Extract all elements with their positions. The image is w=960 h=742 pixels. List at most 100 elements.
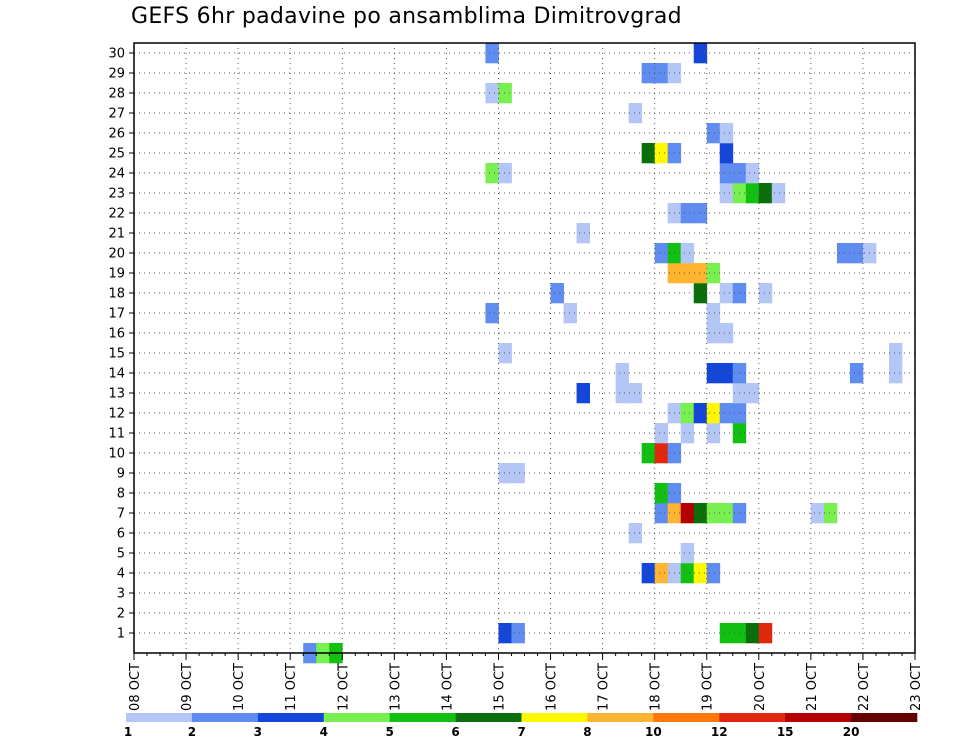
heatmap-cell-m13-t37 — [615, 383, 630, 404]
legend: 1 2 3 4 5 6 7 8 10 12 15 20 — [124, 713, 918, 739]
heatmap-cell-m25-t39 — [641, 143, 656, 164]
legend-swatch — [455, 713, 522, 722]
heatmap-cell-m23-t48 — [758, 183, 773, 204]
heatmap-cell-m13-t47 — [745, 383, 760, 404]
legend-label: 6 — [451, 725, 459, 739]
y-tick-label: 28 — [108, 87, 125, 102]
x-tick-label: 09 OCT — [180, 663, 195, 711]
y-tick-label: 2 — [117, 607, 125, 622]
heatmap-cell-m19-t42 — [680, 263, 695, 284]
heatmap-cell-m4-t43 — [693, 563, 708, 584]
grid-layer — [134, 43, 915, 653]
heatmap-cell-m18-t32 — [550, 283, 564, 304]
y-axis: 1234567891011121314151617181920212223242… — [108, 47, 134, 642]
heatmap-cell-m8-t40 — [654, 483, 669, 504]
heatmap-cell-m11-t42 — [680, 423, 695, 444]
y-tick-label: 20 — [108, 247, 125, 262]
legend-label: 1 — [124, 725, 132, 739]
legend-label: 10 — [645, 725, 662, 739]
legend-swatch — [785, 713, 852, 722]
heatmap-cell-m24-t47 — [745, 163, 760, 184]
heatmap-cell-m7-t52 — [810, 503, 825, 524]
heatmap-cell-m26-t45 — [719, 123, 734, 144]
heatmap-cell-m4-t44 — [706, 563, 721, 584]
x-tick-label: 19 OCT — [701, 663, 716, 711]
y-tick-label: 22 — [108, 207, 125, 222]
heatmap-cell-m26-t44 — [706, 123, 721, 144]
heatmap-cell-m14-t37 — [615, 363, 630, 384]
heatmap-cell-m17-t33 — [563, 303, 577, 324]
heatmap-cell-m22-t43 — [693, 203, 708, 224]
heatmap-cell-m13-t38 — [628, 383, 643, 404]
legend-swatch — [191, 713, 259, 722]
legend-swatch — [126, 713, 193, 722]
heatmap-cell-m25-t40 — [654, 143, 669, 164]
heatmap-cell-m15-t58 — [888, 343, 903, 364]
x-tick-label: 23 OCT — [909, 663, 924, 711]
x-tick-label: 18 OCT — [649, 663, 664, 711]
y-tick-label: 23 — [108, 187, 125, 202]
heatmap-cell-m23-t45 — [719, 183, 734, 204]
heatmap-cell-m10-t39 — [641, 443, 656, 464]
heatmap-cell-m7-t44 — [706, 503, 721, 524]
x-tick-label: 21 OCT — [805, 663, 820, 711]
legend-swatch — [851, 713, 918, 722]
heatmap-cell-m19-t44 — [706, 263, 721, 284]
y-tick-label: 29 — [108, 67, 125, 82]
heatmap-cell-m17-t27 — [485, 303, 499, 324]
heatmap-cell-m24-t27 — [485, 163, 499, 184]
legend-label: 15 — [777, 725, 794, 739]
legend-label: 4 — [320, 725, 328, 739]
heatmap-cell-m16-t44 — [706, 323, 721, 344]
legend-swatch — [521, 713, 588, 722]
heatmap-cell-m14-t45 — [719, 363, 734, 384]
plot-frame — [133, 42, 916, 654]
y-tick-label: 11 — [108, 427, 125, 442]
heatmap-cell-m4-t40 — [654, 563, 669, 584]
cells-layer — [303, 43, 903, 664]
heatmap-cell-m7-t53 — [823, 503, 838, 524]
heatmap-cell-m11-t40 — [654, 423, 669, 444]
heatmap-cell-m12-t44 — [706, 403, 721, 424]
legend-swatch — [653, 713, 720, 722]
heatmap-cell-m28-t27 — [485, 83, 499, 104]
heatmap-cell-m28-t28 — [498, 83, 512, 104]
x-tick-label: 20 OCT — [753, 663, 768, 711]
y-tick-label: 3 — [117, 587, 125, 602]
heatmap-cell-m15-t28 — [498, 343, 512, 364]
y-tick-label: 24 — [108, 167, 125, 182]
heatmap-cell-m24-t45 — [719, 163, 734, 184]
legend-swatch — [587, 713, 654, 722]
legend-label: 3 — [254, 725, 262, 739]
y-tick-label: 21 — [108, 227, 125, 242]
x-axis: 08 OCT 09 OCT 10 OCT 11 OCT 12 OCT 13 OCT 14 O… — [128, 653, 924, 711]
heatmap-cell-m20-t40 — [654, 243, 669, 264]
y-tick-label: 17 — [108, 307, 125, 322]
heatmap-cell-m20-t42 — [680, 243, 695, 264]
legend-swatch — [323, 713, 390, 722]
y-tick-label: 6 — [117, 527, 125, 542]
heatmap-cell-m1-t28 — [498, 623, 512, 644]
y-tick-label: 7 — [117, 507, 125, 522]
heatmap-cell-m29-t40 — [654, 63, 669, 84]
heatmap-cell-m5-t42 — [680, 543, 695, 564]
x-tick-label: 17 OCT — [597, 663, 612, 711]
heatmap-cell-m4-t42 — [680, 563, 695, 584]
y-tick-label: 25 — [108, 147, 125, 162]
heatmap-cell-m18-t48 — [758, 283, 773, 304]
x-tick-label: 12 OCT — [336, 663, 351, 711]
heatmap-cell-m9-t29 — [511, 463, 525, 484]
y-tick-label: 16 — [108, 327, 125, 342]
legend-label: 5 — [385, 725, 393, 739]
y-tick-label: 8 — [117, 487, 125, 502]
heatmap-cell-m6-t38 — [628, 523, 643, 544]
heatmap-cell-m16-t45 — [719, 323, 734, 344]
x-tick-label: 13 OCT — [388, 663, 403, 711]
y-tick-label: 19 — [108, 267, 125, 282]
x-tick-label: 22 OCT — [857, 663, 872, 711]
heatmap-cell-m18-t43 — [693, 283, 708, 304]
heatmap-cell-m4-t39 — [641, 563, 656, 584]
heatmap-cell-m30-t27 — [485, 43, 499, 64]
heatmap-cell-m23-t49 — [771, 183, 786, 204]
heatmap-cell-m7-t40 — [654, 503, 669, 524]
